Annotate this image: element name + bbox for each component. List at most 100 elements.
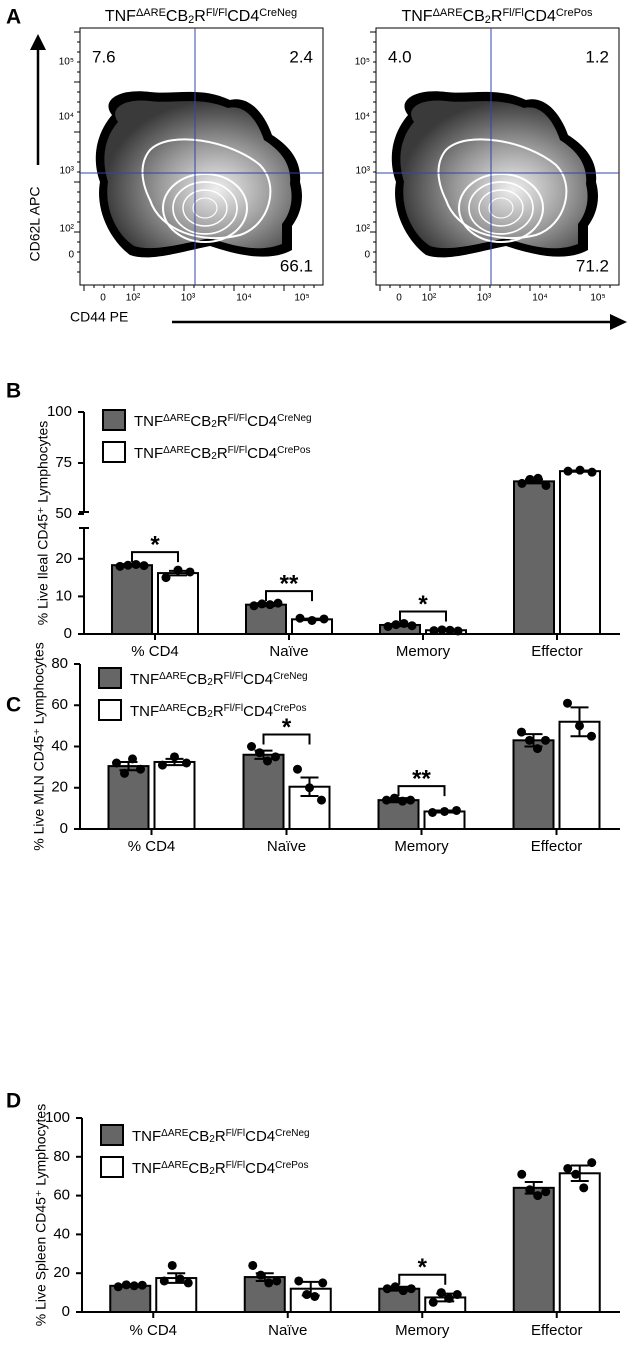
data-point [525, 735, 534, 745]
y-tick-label: 100 [47, 403, 72, 420]
data-point [445, 625, 455, 635]
legend-label-part: ΔARE [163, 445, 191, 456]
data-point [247, 742, 256, 751]
x-tick-label: Memory [395, 1322, 450, 1339]
y-tick-label: 60 [51, 696, 68, 713]
quadrant-value: 1.2 [585, 47, 609, 66]
data-point [271, 752, 280, 762]
contour-ring [192, 197, 218, 219]
data-point [571, 1169, 581, 1179]
plot-title-part: ΔARE [136, 7, 166, 19]
y-axis-label: % Live Ileal CD45⁺ Lymphocytes [35, 421, 51, 626]
plot-title-part: CreNeg [259, 7, 297, 19]
contour-ring [458, 173, 544, 243]
x-tick-label: 10³ [181, 293, 196, 304]
data-point [161, 573, 171, 583]
y-tick-label: 40 [53, 1225, 70, 1242]
plot-title-part: 2 [188, 14, 194, 26]
panel-label: D [6, 1090, 21, 1113]
legend-label-part: Fl/Fl [228, 445, 247, 456]
x-axis-label: CD44 PE [70, 309, 128, 325]
data-point [310, 1291, 320, 1301]
x-tick-label: Memory [394, 838, 449, 855]
data-point [265, 600, 275, 610]
contour-ring [468, 181, 534, 235]
y-tick-label: 10³ [60, 166, 75, 177]
significance-bracket [262, 733, 311, 745]
data-point [131, 559, 141, 569]
data-point [406, 795, 415, 805]
legend-label-part: TNF [130, 703, 159, 720]
y-tick-label: 20 [53, 1264, 70, 1281]
bar [107, 765, 150, 830]
contour-ring [488, 197, 514, 219]
contour-ring [172, 181, 238, 235]
data-point [257, 599, 267, 609]
y-tick-label: 10⁵ [59, 57, 74, 68]
data-point [517, 478, 527, 488]
legend-label-part: TNF [134, 445, 163, 462]
legend-label-part: CD4 [247, 413, 277, 430]
x-tick-label: 10⁴ [236, 293, 251, 304]
data-point [444, 1293, 454, 1303]
legend-label-part: R [217, 445, 228, 462]
data-point [170, 752, 179, 762]
x-tick-label: % CD4 [128, 838, 176, 855]
data-point [533, 744, 542, 754]
quadrant-value: 71.2 [576, 256, 609, 275]
data-point [575, 465, 585, 475]
y-tick-label: 10⁴ [355, 112, 370, 123]
bar [153, 760, 196, 830]
legend-swatch [102, 409, 126, 431]
data-point [587, 731, 596, 741]
data-point [255, 748, 264, 758]
data-point [272, 1276, 282, 1286]
data-point [382, 795, 391, 805]
legend-label-part: CreNeg [275, 1128, 309, 1139]
plot-title-part: CD4 [227, 8, 259, 25]
data-point [248, 1260, 258, 1270]
legend-label-part: ΔARE [159, 671, 187, 682]
plot-title-part: TNF [401, 8, 432, 25]
legend-swatch [102, 441, 126, 463]
y-tick-label: 0 [60, 820, 68, 837]
data-point [563, 1163, 573, 1173]
y-tick-label: 80 [51, 655, 68, 672]
data-point [436, 1288, 446, 1298]
legend-label-part: ΔARE [161, 1160, 189, 1171]
legend-label-part: Fl/Fl [224, 671, 243, 682]
bar [242, 753, 285, 830]
data-point [533, 473, 543, 483]
legend-swatch [98, 699, 122, 721]
data-point [383, 621, 393, 631]
data-point [249, 601, 259, 611]
panel-label: B [6, 380, 21, 403]
y-tick-label: 10 [55, 587, 72, 604]
y-tick-label: 10⁵ [355, 57, 370, 68]
data-point [136, 764, 145, 774]
legend-label-part: R [213, 671, 224, 688]
contour-ring [437, 138, 568, 240]
significance-marker: * [150, 531, 160, 558]
data-point [318, 1278, 328, 1288]
quadrant-value: 2.4 [289, 47, 313, 66]
data-point [317, 795, 326, 805]
bar [157, 572, 199, 636]
data-point [382, 1284, 392, 1294]
legend-label-part: 2 [209, 1134, 215, 1145]
x-tick-label: Effector [531, 643, 582, 660]
bar [512, 739, 555, 830]
contour-plot [391, 91, 599, 258]
legend-label-part: CB [188, 1128, 209, 1145]
legend-label-part: CrePos [277, 445, 310, 456]
legend-label: TNFΔARECB2RFl/FlCD4CreNeg [130, 671, 308, 689]
plot-title-part: Fl/Fl [206, 7, 227, 19]
y-tick-label: 10² [356, 224, 371, 235]
significance-bracket [265, 590, 313, 602]
data-point [113, 1282, 123, 1292]
arrow-head [610, 314, 627, 330]
legend-label-part: CD4 [243, 671, 273, 688]
y-tick-label: 0 [68, 250, 74, 261]
x-tick-label: % CD4 [131, 643, 179, 660]
data-point [407, 621, 417, 631]
